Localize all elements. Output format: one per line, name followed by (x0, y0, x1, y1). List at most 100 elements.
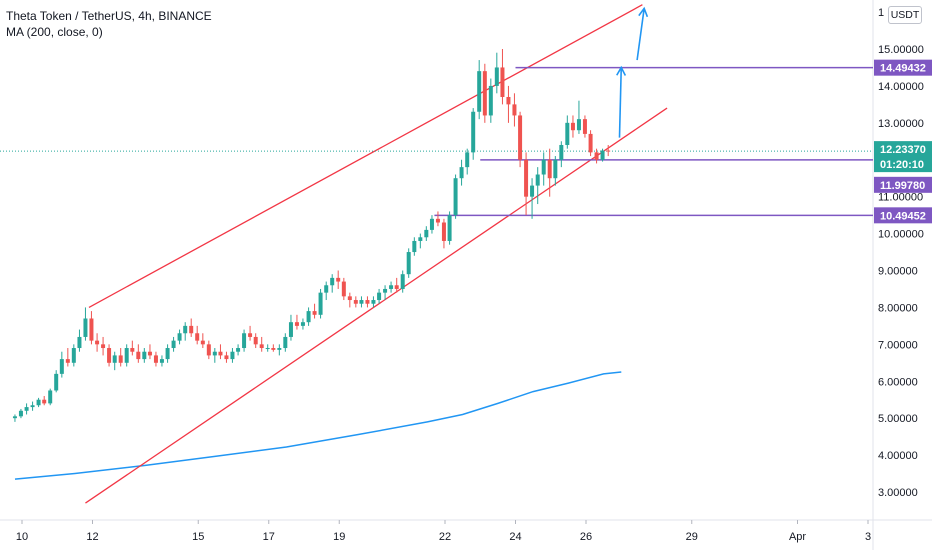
candle-body (42, 399, 47, 404)
candle-body (183, 325, 188, 334)
price-axis-labels: 14.49432 12.23370 01:20:10 11.99780 10.49452 (874, 59, 932, 224)
candle-body (89, 318, 94, 341)
candle-body (600, 150, 605, 160)
currency-button[interactable]: USDT (888, 6, 922, 24)
candle (394, 277, 399, 293)
candle-body (582, 119, 587, 134)
candle-body (230, 351, 235, 360)
candle (565, 115, 570, 149)
candle-body (336, 277, 341, 282)
candle-body (447, 215, 452, 241)
candle-body (253, 336, 258, 345)
candle-body (259, 344, 264, 349)
candle (336, 270, 341, 289)
candle-body (365, 300, 370, 304)
x-axis-labels: 10 12 15 17 19 22 24 26 29 Apr 3 (16, 520, 871, 543)
candle (518, 111, 523, 168)
arrow-shaft (636, 8, 645, 61)
y-tick-label: 14.00000 (878, 81, 924, 93)
candle (312, 303, 317, 319)
candle-body (553, 159, 558, 179)
y-tick-label: 5.00000 (878, 413, 918, 425)
chart-header: Theta Token / TetherUS, 4h, BINANCE MA (… (6, 8, 212, 40)
candle (524, 152, 529, 216)
candles (12, 49, 611, 422)
candle-body (559, 144, 564, 160)
candle (136, 344, 141, 363)
candle (418, 233, 423, 249)
candle-body (306, 311, 311, 323)
candle (48, 388, 53, 406)
candle-body (394, 285, 399, 289)
candle-body (324, 285, 329, 293)
candle-body (477, 71, 482, 112)
candle (377, 288, 382, 304)
price-label-bg (874, 176, 932, 193)
x-tick-label: 26 (580, 531, 592, 543)
arrow-head (638, 6, 649, 18)
y-tick-label: 3.00000 (878, 487, 918, 499)
candle-body (500, 67, 505, 97)
candle (71, 344, 76, 367)
candle-body (494, 67, 499, 86)
candle-body (312, 311, 317, 315)
candle (24, 403, 29, 415)
candle (95, 333, 100, 352)
candle-body (459, 167, 464, 179)
candle (594, 148, 599, 164)
candle-body (471, 111, 476, 153)
candle (582, 115, 587, 138)
x-tick-label: 22 (439, 531, 451, 543)
candle-body (54, 373, 59, 391)
candle-body (359, 300, 364, 304)
candle-body (283, 336, 288, 349)
y-axis-labels: 3.00000 4.00000 5.00000 6.00000 7.00000 8.000… (878, 7, 924, 499)
candle-body (535, 174, 540, 186)
y-tick-label: 15.00000 (878, 44, 924, 56)
price-label-bg (874, 141, 932, 158)
candle-body (530, 185, 535, 197)
candle-body (506, 96, 511, 105)
candle-body (406, 252, 411, 275)
price-label-bg (874, 59, 932, 76)
candle (12, 414, 17, 422)
candle (465, 148, 470, 175)
x-tick-label: 10 (16, 531, 28, 543)
candle-body (371, 300, 376, 304)
candle (506, 85, 511, 123)
x-tick-label: 15 (192, 531, 204, 543)
candle-body (218, 351, 223, 356)
candle (171, 336, 176, 352)
candle (318, 288, 323, 319)
price-label-text: 14.49432 (880, 63, 926, 75)
candle (59, 351, 64, 378)
candle (424, 226, 429, 241)
candle (494, 52, 499, 94)
candle (553, 156, 558, 186)
candle (183, 322, 188, 341)
candle (147, 344, 152, 360)
candle (142, 348, 147, 363)
price-label-last: 12.23370 (874, 141, 932, 158)
candle-body (341, 281, 346, 297)
candle-body (429, 218, 434, 230)
candle-body (224, 355, 229, 360)
ma200-line (14, 371, 622, 480)
y-tick-label: 10.00000 (878, 229, 924, 241)
candle-body (118, 355, 123, 363)
candle (570, 115, 575, 138)
candle-body (453, 178, 458, 216)
price-label-countdown: 01:20:10 (874, 156, 932, 173)
price-label-bg (874, 207, 932, 224)
y-tick-label: 11.00000 (878, 192, 923, 204)
candle-body (130, 348, 135, 352)
candle-body (12, 416, 17, 419)
candle (300, 318, 305, 330)
candle (253, 333, 258, 349)
candle (477, 60, 482, 120)
candle-body (512, 104, 517, 116)
candle-body (518, 115, 523, 160)
candle-body (48, 390, 53, 404)
candle (153, 351, 158, 367)
